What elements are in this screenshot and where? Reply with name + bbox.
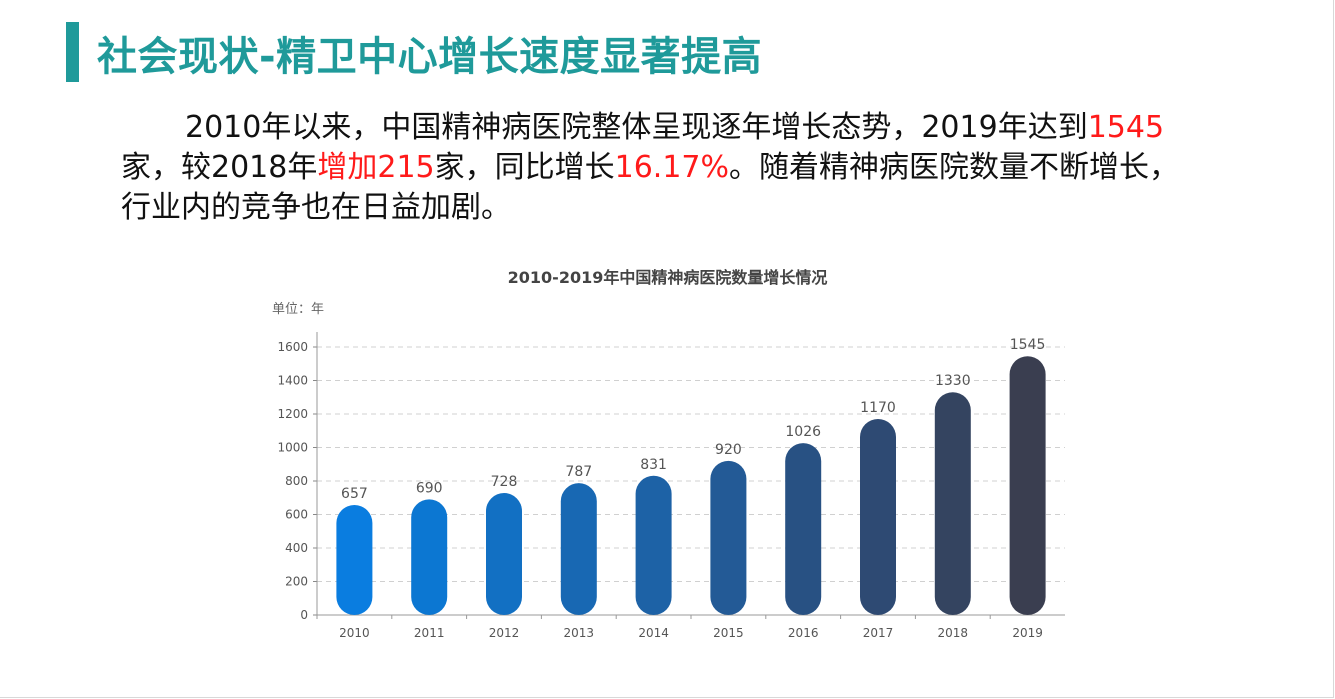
x-tick-label: 2014 xyxy=(638,626,669,640)
y-tick-label: 600 xyxy=(285,508,308,522)
x-tick-label: 2016 xyxy=(788,626,819,640)
x-tick-label: 2018 xyxy=(938,626,969,640)
x-tick-label: 2015 xyxy=(713,626,744,640)
bar-value-label: 1330 xyxy=(935,373,971,389)
paragraph-highlight-increase: 增加215 xyxy=(317,150,435,185)
summary-paragraph: 2010年以来，中国精神病医院整体呈现逐年增长态势，2019年达到1545 家，较… xyxy=(121,108,1201,228)
bar xyxy=(1009,356,1046,615)
bar xyxy=(635,475,672,615)
y-tick-label: 1000 xyxy=(277,441,308,455)
bar xyxy=(860,419,896,615)
x-tick-label: 2019 xyxy=(1012,626,1043,640)
y-tick-label: 1200 xyxy=(277,407,308,421)
y-tick-label: 200 xyxy=(285,575,308,589)
bar-value-label: 920 xyxy=(715,442,742,458)
chart-title: 2010-2019年中国精神病医院数量增长情况 xyxy=(507,268,828,287)
bar xyxy=(486,493,522,615)
bar-value-label: 1026 xyxy=(785,424,821,440)
chart-unit-label: 单位：年 xyxy=(272,302,325,317)
bar xyxy=(934,392,971,615)
paragraph-text-4: 。随着精神病医院数量不断增长，行业内的竞争也在日益加剧。 xyxy=(121,150,1180,225)
paragraph-highlight-total: 1545 xyxy=(1087,110,1165,145)
x-tick-label: 2010 xyxy=(339,626,370,640)
x-tick-label: 2012 xyxy=(489,626,520,640)
bar-value-label: 728 xyxy=(491,474,518,490)
paragraph-text-3: 家，同比增长 xyxy=(434,150,615,185)
bar xyxy=(411,499,448,615)
y-tick-label: 1600 xyxy=(277,340,308,354)
y-tick-label: 400 xyxy=(285,541,308,555)
bar xyxy=(336,504,373,615)
x-tick-label: 2013 xyxy=(564,626,595,640)
paragraph-highlight-growth: 16.17% xyxy=(614,150,730,185)
y-tick-label: 0 xyxy=(300,608,308,622)
bar-value-label: 657 xyxy=(341,486,368,502)
bar-value-label: 1170 xyxy=(860,400,896,416)
y-tick-label: 1400 xyxy=(277,374,308,388)
x-tick-label: 2011 xyxy=(414,626,445,640)
bar xyxy=(560,483,597,615)
bar-value-label: 831 xyxy=(640,457,667,473)
paragraph-text-2: 家，较2018年 xyxy=(121,150,318,185)
bar xyxy=(785,443,822,615)
slide-title: 社会现状-精卫中心增长速度显著提高 xyxy=(97,34,763,80)
paragraph-text-1: 2010年以来，中国精神病医院整体呈现逐年增长态势，2019年达到 xyxy=(185,110,1088,145)
title-accent-bar xyxy=(66,22,79,82)
x-tick-label: 2017 xyxy=(863,626,894,640)
bar-value-label: 1545 xyxy=(1010,337,1046,353)
y-tick-label: 800 xyxy=(285,474,308,488)
bar-value-label: 787 xyxy=(565,464,592,480)
bar-value-label: 690 xyxy=(416,480,443,496)
bar xyxy=(710,460,747,615)
